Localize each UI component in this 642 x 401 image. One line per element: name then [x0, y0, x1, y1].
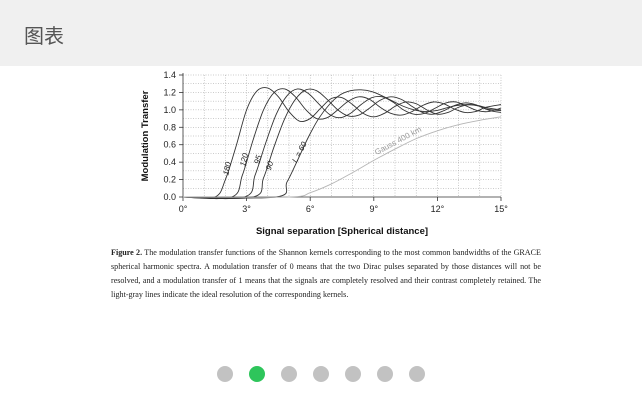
x-tick-label: 3°: [242, 204, 251, 214]
series-line-95: [182, 88, 502, 200]
line-label: 180: [221, 161, 233, 176]
x-tick-label: 6°: [306, 204, 315, 214]
y-tick-label: 1.4: [163, 70, 176, 80]
figure-label: Figure 2.: [111, 248, 143, 257]
carousel-indicators: [0, 366, 642, 382]
page-title: 图表: [24, 24, 64, 48]
caption-text: The modulation transfer functions of the…: [111, 248, 541, 299]
x-axis-label: Signal separation [Spherical distance]: [256, 226, 428, 237]
line-label: 120: [238, 152, 250, 168]
figure-caption: Figure 2. The modulation transfer functi…: [111, 246, 541, 302]
y-tick-label: 1.0: [163, 105, 176, 115]
carousel-dot-3[interactable]: [281, 366, 297, 382]
line-label: 95: [252, 154, 263, 166]
y-tick-label: 0.6: [163, 140, 176, 150]
carousel-dot-7[interactable]: [409, 366, 425, 382]
carousel-dot-5[interactable]: [345, 366, 361, 382]
y-tick-label: 1.2: [163, 87, 176, 97]
carousel-dot-2[interactable]: [249, 366, 265, 382]
y-tick-label: 0.8: [163, 122, 176, 132]
x-tick-label: 9°: [369, 204, 378, 214]
line-label: Gauss 400 km: [373, 125, 423, 157]
series-line-120: [182, 88, 502, 200]
x-tick-label: 0°: [179, 204, 188, 214]
y-tick-label: 0.4: [163, 157, 176, 167]
chart-container: 0.0 0.2 0.4 0.6 0.8 1.0 1.2 1.4 0° 3° 6° 9° 12° 15° Si…: [132, 66, 522, 242]
modulation-transfer-chart: 0.0 0.2 0.4 0.6 0.8 1.0 1.2 1.4 0° 3° 6° 9° 12° 15° Si…: [140, 70, 508, 237]
x-tick-label: 15°: [494, 204, 508, 214]
y-tick-label: 0.2: [163, 175, 176, 185]
series-line-90: [182, 88, 502, 199]
series-line-gauss-400-km: [182, 116, 502, 198]
y-axis-label: Modulation Transfer: [140, 90, 151, 181]
y-tick-label: 0.0: [163, 192, 176, 202]
x-tick-label: 12°: [431, 204, 445, 214]
series-line-180: [182, 87, 502, 199]
carousel-dot-1[interactable]: [217, 366, 233, 382]
header-bar: 图表: [0, 0, 642, 66]
carousel-dot-6[interactable]: [377, 366, 393, 382]
carousel-dot-4[interactable]: [313, 366, 329, 382]
series-line-l-60: [182, 89, 502, 199]
line-label: 90: [264, 160, 275, 172]
line-label: L = 60: [290, 140, 309, 164]
